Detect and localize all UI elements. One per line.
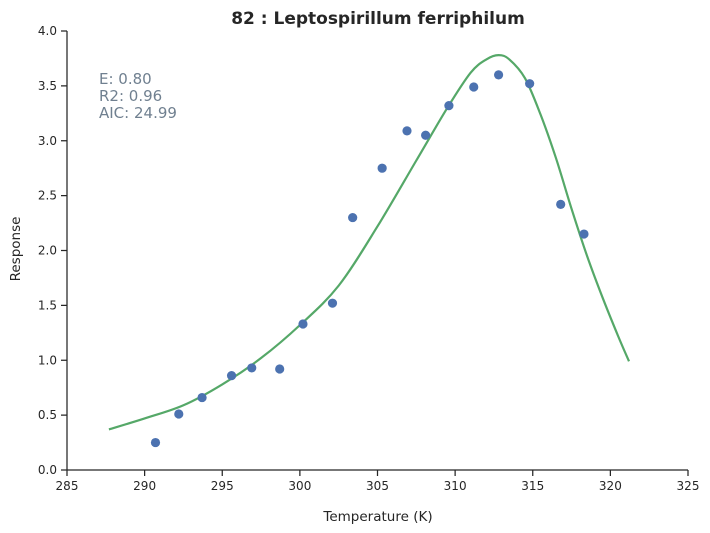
y-tick-label: 2.5 xyxy=(38,189,57,203)
x-axis-ticks: 285 290 295 300 305 310 315 320 325 xyxy=(56,470,700,493)
y-tick-label: 3.0 xyxy=(38,134,57,148)
y-axis-label: Response xyxy=(8,217,24,282)
x-axis-label: Temperature (K) xyxy=(322,509,432,525)
y-tick-label: 4.0 xyxy=(38,24,57,38)
data-point xyxy=(525,79,535,89)
y-tick-label: 3.5 xyxy=(38,79,57,93)
data-point xyxy=(579,229,589,239)
data-point xyxy=(327,298,338,308)
data-point xyxy=(444,101,454,111)
x-tick-label: 325 xyxy=(677,479,700,493)
data-point xyxy=(421,130,431,140)
data-point xyxy=(556,199,566,210)
e-statistic: E: 0.80 xyxy=(99,70,152,88)
chart-title: 82 : Leptospirillum ferriphilum xyxy=(231,9,525,29)
y-tick-label: 1.5 xyxy=(38,298,57,312)
data-point xyxy=(275,364,285,374)
data-point xyxy=(150,437,161,448)
data-point xyxy=(298,319,308,329)
data-point xyxy=(247,363,257,373)
data-point xyxy=(493,70,504,80)
x-tick-label: 315 xyxy=(521,479,544,493)
y-tick-label: 1.0 xyxy=(38,353,57,367)
x-tick-label: 320 xyxy=(599,479,622,493)
y-axis-ticks: 0.0 0.5 1.0 1.5 2.0 2.5 3.0 3.5 4.0 xyxy=(38,24,67,477)
x-tick-label: 285 xyxy=(56,479,79,493)
data-point xyxy=(469,82,479,92)
r2-statistic: R2: 0.96 xyxy=(99,87,162,105)
x-tick-label: 305 xyxy=(366,479,389,493)
data-point xyxy=(348,212,358,223)
x-tick-label: 300 xyxy=(288,479,311,493)
fit-statistics: E: 0.80 R2: 0.96 AIC: 24.99 xyxy=(99,70,177,122)
x-tick-label: 310 xyxy=(444,479,467,493)
x-tick-label: 290 xyxy=(133,479,156,493)
y-tick-label: 0.5 xyxy=(38,408,57,422)
y-tick-label: 2.0 xyxy=(38,244,57,258)
fit-curve xyxy=(108,54,631,431)
data-points-layer xyxy=(150,70,589,448)
data-point xyxy=(226,371,237,381)
y-tick-label: 0.0 xyxy=(38,463,57,477)
fit-curve-layer xyxy=(108,54,631,431)
data-point xyxy=(174,409,184,419)
aic-statistic: AIC: 24.99 xyxy=(99,104,177,122)
x-tick-label: 295 xyxy=(211,479,234,493)
data-point xyxy=(197,392,207,403)
data-point xyxy=(377,163,387,173)
data-point xyxy=(402,126,412,136)
